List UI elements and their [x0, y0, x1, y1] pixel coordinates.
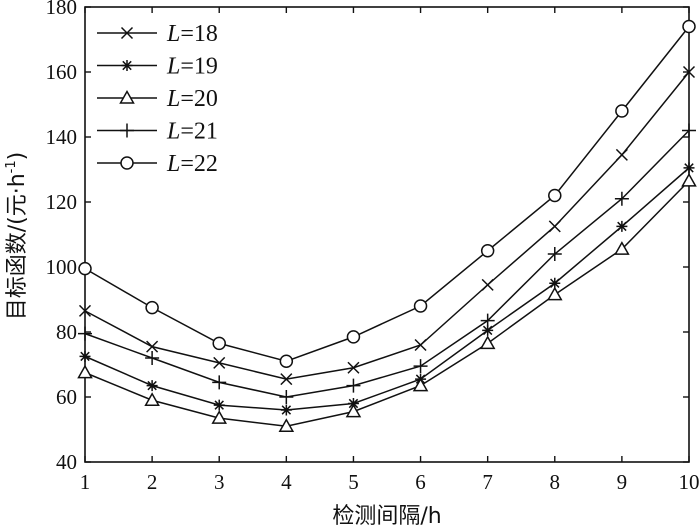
x-tick-label: 4	[281, 470, 292, 494]
series-line-l-19	[84, 167, 690, 411]
data-point-l-21	[682, 123, 696, 138]
data-point-l-20	[412, 377, 429, 392]
x-tick-label: 1	[80, 470, 91, 494]
data-point-l-21	[346, 378, 361, 393]
y-axis-title-close: )	[5, 152, 30, 161]
data-point-l-18	[213, 356, 226, 369]
y-tick-label: 160	[46, 60, 78, 84]
data-point-l-21	[480, 313, 495, 328]
legend-label-l-20: L=20	[166, 86, 218, 112]
data-point-l-20	[211, 410, 228, 424]
data-point-l-19	[549, 277, 561, 289]
data-point-l-19	[616, 220, 628, 232]
data-point-l-22	[78, 261, 92, 276]
series-line-l-21	[84, 129, 690, 398]
data-point-l-21	[547, 247, 562, 261]
data-point-l-18	[414, 338, 427, 352]
data-point-l-19	[280, 404, 292, 416]
plot-frame	[84, 6, 690, 463]
x-tick-label: 7	[482, 470, 493, 494]
data-point-l-19	[482, 324, 494, 336]
data-point-l-20	[546, 286, 563, 301]
y-tick-label: 100	[46, 255, 78, 279]
data-point-l-19	[79, 350, 91, 362]
data-point-l-18	[615, 148, 628, 161]
legend-marker-l-20	[119, 89, 135, 104]
data-point-l-20	[345, 403, 362, 418]
x-axis-title: 检测间隔/h	[332, 504, 441, 529]
legend-label-l-19: L=19	[166, 54, 218, 80]
legend-marker-l-18	[120, 26, 134, 40]
data-point-l-22	[346, 330, 361, 344]
data-point-l-18	[548, 220, 561, 233]
data-point-l-18	[78, 304, 92, 317]
data-point-l-18	[481, 278, 494, 291]
data-point-l-19	[347, 398, 359, 409]
x-tick-label: 3	[214, 470, 225, 494]
data-point-l-19	[146, 380, 158, 392]
data-point-l-20	[144, 392, 160, 406]
data-point-l-21	[413, 359, 428, 374]
series-line-l-18	[84, 71, 690, 380]
x-tick-label: 8	[550, 470, 561, 494]
legend-label-l-18: L=18	[166, 21, 218, 47]
x-tick-label: 10	[679, 470, 700, 494]
data-point-l-20	[77, 364, 93, 379]
data-point-l-22	[413, 299, 428, 313]
y-axis-title: 目标函数/(元·h-1)	[4, 152, 30, 321]
data-point-l-22	[279, 354, 294, 368]
legend-marker-l-19	[121, 60, 133, 71]
x-tick-label: 6	[415, 470, 426, 494]
data-point-l-22	[145, 300, 159, 315]
data-point-l-21	[78, 326, 92, 341]
x-tick-label: 9	[617, 470, 628, 494]
y-tick-label: 80	[56, 320, 77, 344]
data-point-l-20	[681, 172, 697, 187]
y-tick-label: 40	[56, 450, 77, 474]
y-tick-label: 180	[46, 0, 78, 19]
series-line-l-20	[84, 180, 690, 428]
y-axis-title-main: 目标函数/(元·h	[5, 173, 30, 320]
legend-marker-l-22	[120, 156, 134, 170]
series-line-l-22	[84, 26, 690, 363]
legend-label-l-21: L=21	[166, 119, 218, 145]
x-tick-label: 2	[147, 470, 158, 494]
legend: L=18 L=19 L=20 L=21 L=22	[97, 21, 218, 177]
data-point-l-20	[614, 241, 630, 255]
data-point-l-22	[615, 104, 629, 118]
data-point-l-18	[347, 361, 360, 374]
data-point-l-21	[145, 351, 160, 365]
data-point-l-22	[682, 19, 696, 34]
y-tick-label: 140	[46, 125, 78, 149]
legend-label-l-22: L=22	[166, 151, 218, 177]
legend-marker-l-21	[120, 123, 134, 138]
data-point-l-22	[480, 244, 495, 258]
x-tick-label: 5	[348, 470, 359, 494]
y-tick-label: 120	[46, 190, 78, 214]
data-point-l-18	[146, 340, 159, 353]
data-point-l-18	[682, 65, 696, 79]
data-point-l-21	[614, 191, 629, 206]
data-point-l-19	[213, 399, 225, 411]
data-point-l-18	[280, 373, 293, 386]
data-point-l-21	[279, 390, 294, 404]
ticks-layer: 1 2 3 4 5 6 7 8 9 10 40 60 80 100 120 140 160 180	[46, 0, 700, 494]
y-tick-label: 60	[56, 385, 77, 409]
data-point-l-20	[479, 335, 496, 350]
y-axis-title-sup: -1	[4, 160, 19, 173]
data-point-l-22	[212, 336, 226, 351]
data-point-l-22	[548, 188, 562, 203]
data-point-l-19	[683, 162, 695, 174]
series-layer	[77, 19, 697, 432]
data-point-l-20	[278, 418, 295, 432]
data-point-l-21	[212, 375, 227, 390]
